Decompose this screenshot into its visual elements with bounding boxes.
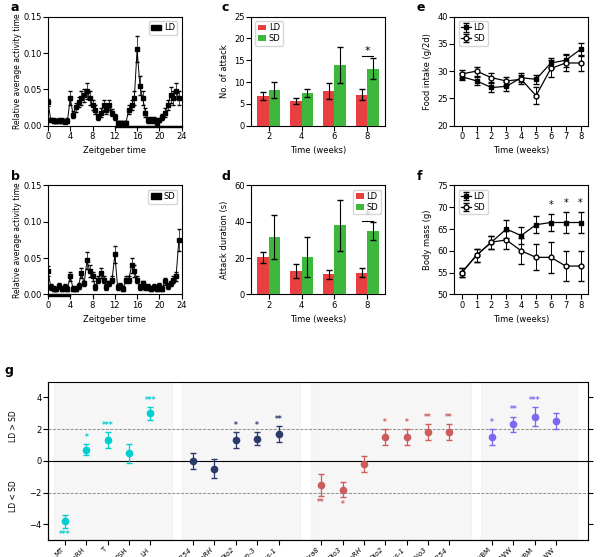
Text: ***: *** xyxy=(102,421,113,430)
Bar xyxy=(115,125,182,127)
Bar xyxy=(269,90,280,125)
Y-axis label: No. of attack: No. of attack xyxy=(220,45,229,98)
Text: LD < SD: LD < SD xyxy=(10,480,19,512)
Bar xyxy=(257,96,269,125)
Text: e: e xyxy=(417,1,425,14)
Y-axis label: Relative average activity time: Relative average activity time xyxy=(13,13,22,129)
Text: *: * xyxy=(364,46,370,56)
Text: *: * xyxy=(255,421,259,430)
X-axis label: Time (weeks): Time (weeks) xyxy=(493,146,549,155)
Y-axis label: Attack duration (s): Attack duration (s) xyxy=(220,201,229,279)
Text: *: * xyxy=(383,418,387,427)
Bar xyxy=(356,272,367,294)
Text: d: d xyxy=(222,170,230,183)
Text: **: ** xyxy=(275,414,283,424)
Y-axis label: Food intake (g/2d): Food intake (g/2d) xyxy=(423,33,432,110)
Text: b: b xyxy=(11,170,19,183)
Text: *: * xyxy=(85,433,88,442)
Bar xyxy=(302,257,313,294)
Bar xyxy=(48,294,70,296)
Text: a: a xyxy=(11,1,19,14)
Bar xyxy=(323,91,334,125)
Text: *: * xyxy=(404,418,409,427)
Legend: LD, SD: LD, SD xyxy=(256,21,283,46)
X-axis label: Zeitgeber time: Zeitgeber time xyxy=(83,146,146,155)
Bar xyxy=(367,231,379,294)
Text: g: g xyxy=(5,364,14,377)
Text: **: ** xyxy=(424,413,432,422)
Text: *: * xyxy=(234,421,238,430)
Bar xyxy=(290,271,302,294)
Legend: SD: SD xyxy=(148,189,178,204)
Text: ***: *** xyxy=(145,395,156,404)
Bar xyxy=(269,237,280,294)
Text: f: f xyxy=(417,170,422,183)
Text: **: ** xyxy=(317,499,325,507)
Legend: LD, SD: LD, SD xyxy=(458,21,488,46)
Text: **: ** xyxy=(445,413,453,422)
Text: *: * xyxy=(548,201,553,211)
Bar xyxy=(182,382,300,540)
Bar xyxy=(356,95,367,125)
X-axis label: Time (weeks): Time (weeks) xyxy=(493,315,549,324)
Text: **: ** xyxy=(509,405,517,414)
Bar xyxy=(311,382,470,540)
Bar xyxy=(367,69,379,125)
Bar xyxy=(302,93,313,125)
X-axis label: Time (weeks): Time (weeks) xyxy=(290,315,346,324)
Y-axis label: Relative average activity time: Relative average activity time xyxy=(13,182,22,298)
Legend: LD, SD: LD, SD xyxy=(458,189,488,214)
Text: ***: *** xyxy=(529,395,541,404)
Legend: LD: LD xyxy=(149,21,178,35)
Y-axis label: Body mass (g): Body mass (g) xyxy=(423,209,432,270)
Text: c: c xyxy=(222,1,229,14)
Bar xyxy=(257,257,269,294)
Legend: LD, SD: LD, SD xyxy=(353,189,380,214)
Text: *: * xyxy=(490,418,494,427)
X-axis label: Zeitgeber time: Zeitgeber time xyxy=(83,315,146,324)
Text: *: * xyxy=(578,198,583,208)
Bar xyxy=(55,382,172,540)
Text: ***: *** xyxy=(59,530,71,539)
Text: *: * xyxy=(364,211,370,221)
Text: *: * xyxy=(341,500,344,509)
Bar xyxy=(323,275,334,294)
X-axis label: Time (weeks): Time (weeks) xyxy=(290,146,346,155)
Bar xyxy=(481,382,577,540)
Bar xyxy=(334,65,346,125)
Text: *: * xyxy=(563,198,568,208)
Bar xyxy=(290,101,302,125)
Bar xyxy=(334,226,346,294)
Text: LD > SD: LD > SD xyxy=(10,410,19,442)
